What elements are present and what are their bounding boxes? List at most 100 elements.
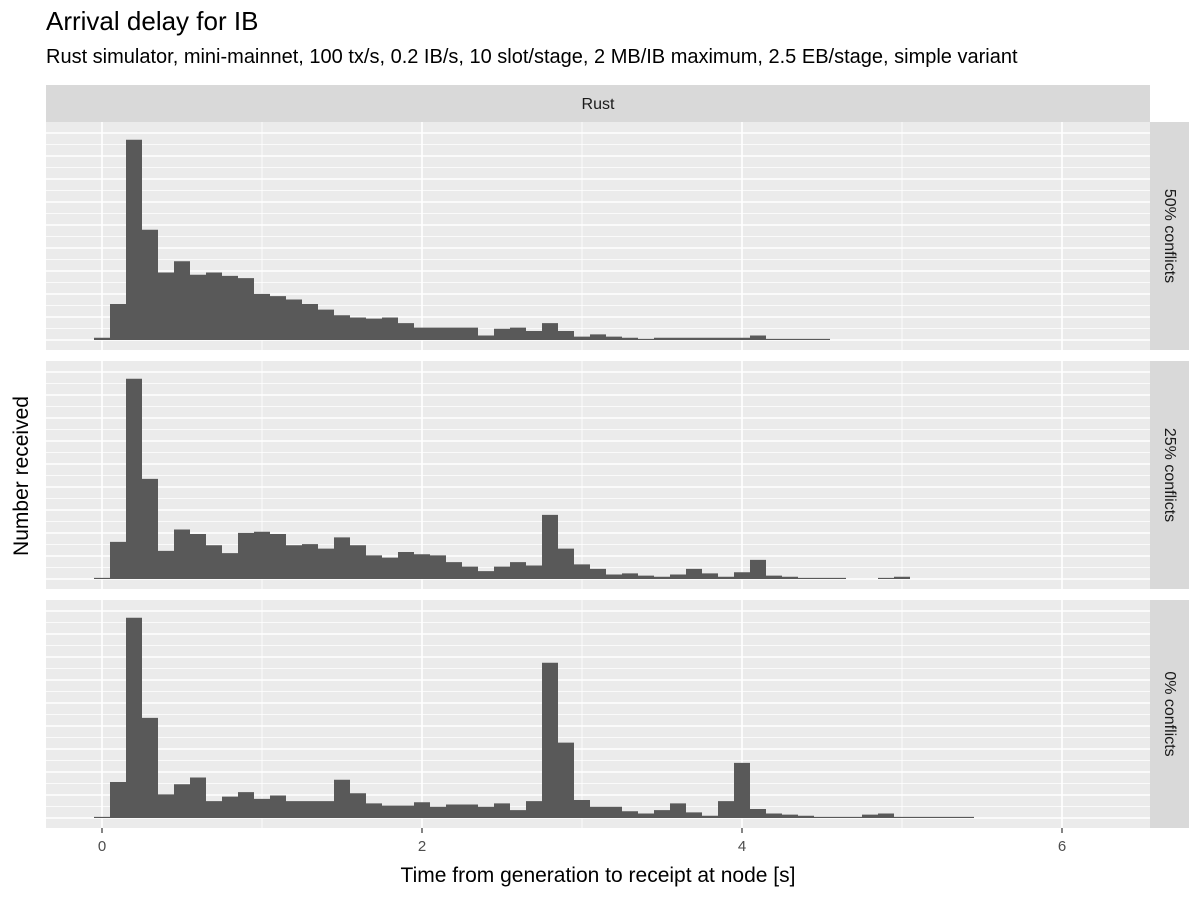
histogram-bar (302, 304, 318, 340)
histogram-bar (270, 795, 286, 818)
histogram-bar (862, 814, 878, 818)
panels-layer: 50% conflicts 25% conflicts 0% conflicts (46, 122, 1189, 828)
histogram-bar (318, 801, 334, 818)
x-tick-label: 2 (418, 838, 426, 855)
histogram-bar (286, 299, 302, 340)
histogram-bar (206, 272, 222, 340)
row-strip-label: 25% conflicts (1161, 428, 1178, 522)
histogram-bar (814, 338, 830, 340)
histogram-bar (878, 577, 894, 579)
histogram-bar (654, 576, 670, 579)
histogram-bar (446, 562, 462, 579)
histogram-bar (478, 571, 494, 579)
histogram-bar (270, 534, 286, 579)
row-strip-background (1150, 361, 1189, 589)
histogram-bar (734, 572, 750, 579)
histogram-bar (94, 816, 110, 818)
row-strip-label: 0% conflicts (1161, 671, 1178, 756)
column-strip-label: Rust (582, 96, 615, 113)
histogram-bar (398, 323, 414, 340)
histogram-bar (462, 804, 478, 818)
histogram-bar (510, 810, 526, 818)
histogram-bar (462, 566, 478, 579)
histogram-bar (526, 801, 542, 818)
histogram-bar (718, 801, 734, 818)
histogram-bar (238, 532, 254, 579)
histogram-bar (318, 309, 334, 340)
histogram-bar (398, 552, 414, 579)
histogram-bar (542, 323, 558, 340)
histogram-bar (478, 335, 494, 340)
histogram-bar (526, 565, 542, 579)
histogram-bar (622, 811, 638, 818)
histogram-bar (670, 337, 686, 340)
histogram-bar (638, 338, 654, 340)
histogram-bar (814, 577, 830, 579)
histogram-bar (286, 801, 302, 818)
histogram-bar (334, 779, 350, 818)
histogram-bar (782, 814, 798, 818)
histogram-bar (302, 801, 318, 818)
histogram-bar (302, 544, 318, 579)
histogram-bar (142, 717, 158, 818)
histogram-bar (430, 555, 446, 579)
histogram-bar (638, 813, 654, 818)
histogram-bar (222, 796, 238, 818)
histogram-bar (606, 336, 622, 340)
histogram-bar (494, 803, 510, 818)
row-strip-background (1150, 600, 1189, 828)
histogram-bar (430, 806, 446, 818)
histogram-bar (126, 617, 142, 818)
histogram-bar (558, 331, 574, 340)
histogram-bar (734, 762, 750, 818)
histogram-bar (750, 335, 766, 340)
histogram-bar (526, 331, 542, 340)
histogram-bar (110, 541, 126, 579)
histogram-bar (334, 537, 350, 579)
histogram-bar (350, 545, 366, 579)
histogram-bar (926, 816, 942, 818)
histogram-bar (238, 278, 254, 340)
histogram-bar (126, 139, 142, 340)
histogram-bar (398, 805, 414, 818)
histogram-bar (462, 327, 478, 340)
chart-subtitle: Rust simulator, mini-mainnet, 100 tx/s, … (46, 46, 1018, 68)
histogram-bar (366, 555, 382, 579)
row-strip-background (1150, 122, 1189, 350)
histogram-bar (190, 777, 206, 818)
y-axis-title: Number received (10, 396, 33, 556)
histogram-bar (798, 577, 814, 579)
histogram-bar (670, 574, 686, 579)
histogram-bar (222, 275, 238, 340)
chart-title: Arrival delay for IB (46, 6, 259, 36)
panel-background (46, 600, 1150, 828)
histogram-bar (174, 784, 190, 818)
histogram-bar (366, 318, 382, 340)
panel-background (46, 361, 1150, 589)
histogram-bar (958, 816, 974, 818)
histogram-bar (286, 545, 302, 579)
histogram-bar (318, 548, 334, 579)
histogram-bar (766, 575, 782, 579)
histogram-bar (510, 327, 526, 340)
histogram-bar (606, 806, 622, 818)
histogram-bar (382, 805, 398, 818)
histogram-bar (590, 568, 606, 579)
histogram-bar (366, 803, 382, 818)
histogram-bar (750, 809, 766, 818)
histogram-bar (718, 337, 734, 340)
histogram-bar (254, 531, 270, 579)
histogram-bar (798, 338, 814, 340)
histogram-bar (702, 573, 718, 579)
histogram-bar (654, 810, 670, 818)
histogram-bar (350, 317, 366, 340)
histogram-bar (606, 574, 622, 579)
histogram-bar (622, 337, 638, 340)
histogram-bar (766, 338, 782, 340)
panel-2: 25% conflicts (46, 361, 1189, 589)
histogram-bar (686, 568, 702, 579)
x-tick-label: 4 (738, 838, 746, 855)
histogram-bar (590, 334, 606, 340)
histogram-bar (414, 802, 430, 818)
histogram-bar (222, 553, 238, 579)
